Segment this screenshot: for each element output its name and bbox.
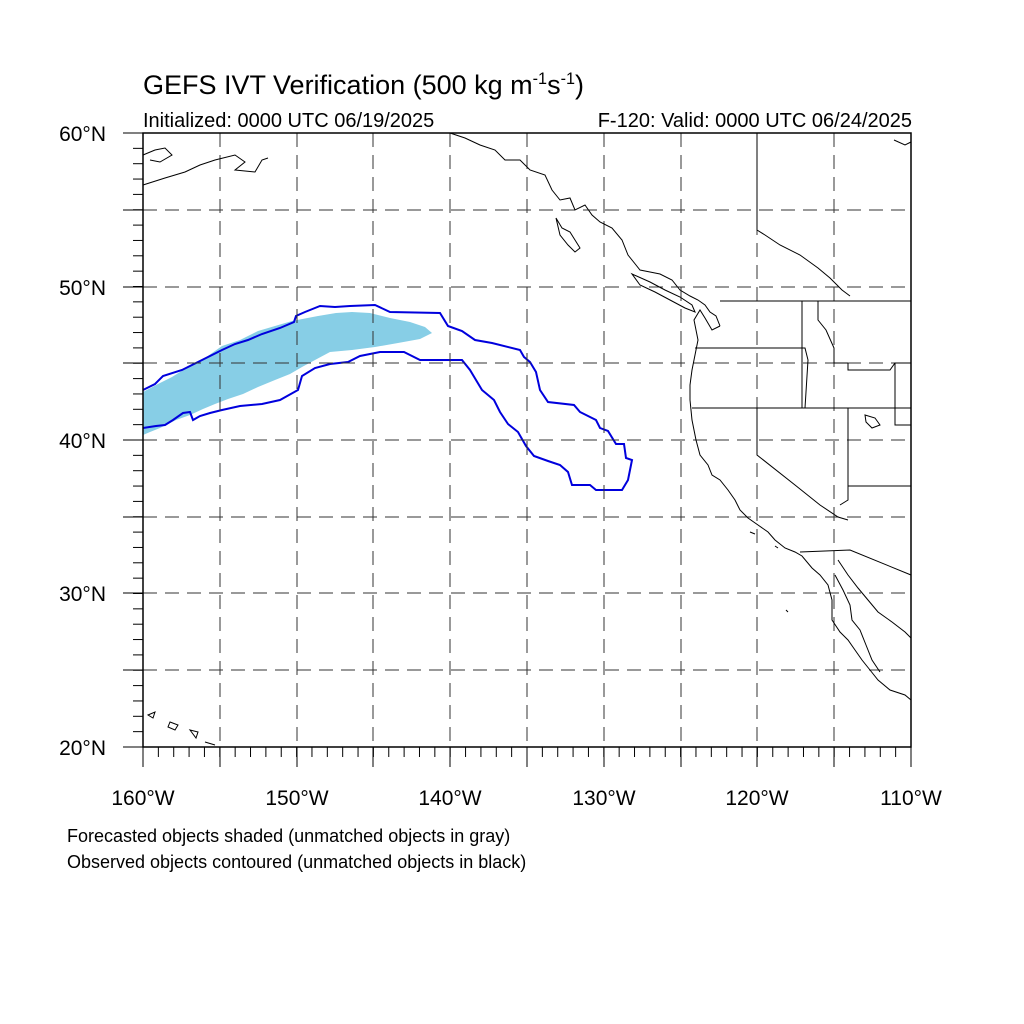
- minor-ticks: [133, 132, 912, 757]
- lat-label-20: 20°N: [59, 737, 106, 760]
- lon-label-120: 120°W: [725, 787, 788, 810]
- lon-label-110: 110°W: [880, 787, 942, 810]
- forecast-object-shading: [143, 312, 432, 435]
- forecast-legend-note: Forecasted objects shaded (unmatched obj…: [67, 826, 511, 846]
- observed-object-contour: [142, 303, 634, 491]
- initialized-label: Initialized: 0000 UTC 06/19/2025: [143, 110, 435, 132]
- lon-label-160: 160°W: [111, 787, 174, 810]
- lon-label-140: 140°W: [418, 787, 481, 810]
- valid-time-label: F-120: Valid: 0000 UTC 06/24/2025: [597, 110, 912, 132]
- lon-label-130: 130°W: [572, 787, 635, 810]
- political-borders: [692, 133, 912, 576]
- coastlines: [142, 132, 912, 746]
- lat-label-40: 40°N: [59, 430, 106, 453]
- lat-label-30: 30°N: [59, 583, 106, 606]
- lon-label-150: 150°W: [265, 787, 328, 810]
- lat-label-50: 50°N: [59, 277, 106, 300]
- grid-lines: [143, 133, 911, 747]
- axis-ticks: [123, 132, 912, 767]
- lat-label-60: 60°N: [59, 123, 106, 146]
- observed-legend-note: Observed objects contoured (unmatched ob…: [67, 852, 527, 872]
- chart-title: GEFS IVT Verification (500 kg m-1s-1): [143, 70, 584, 100]
